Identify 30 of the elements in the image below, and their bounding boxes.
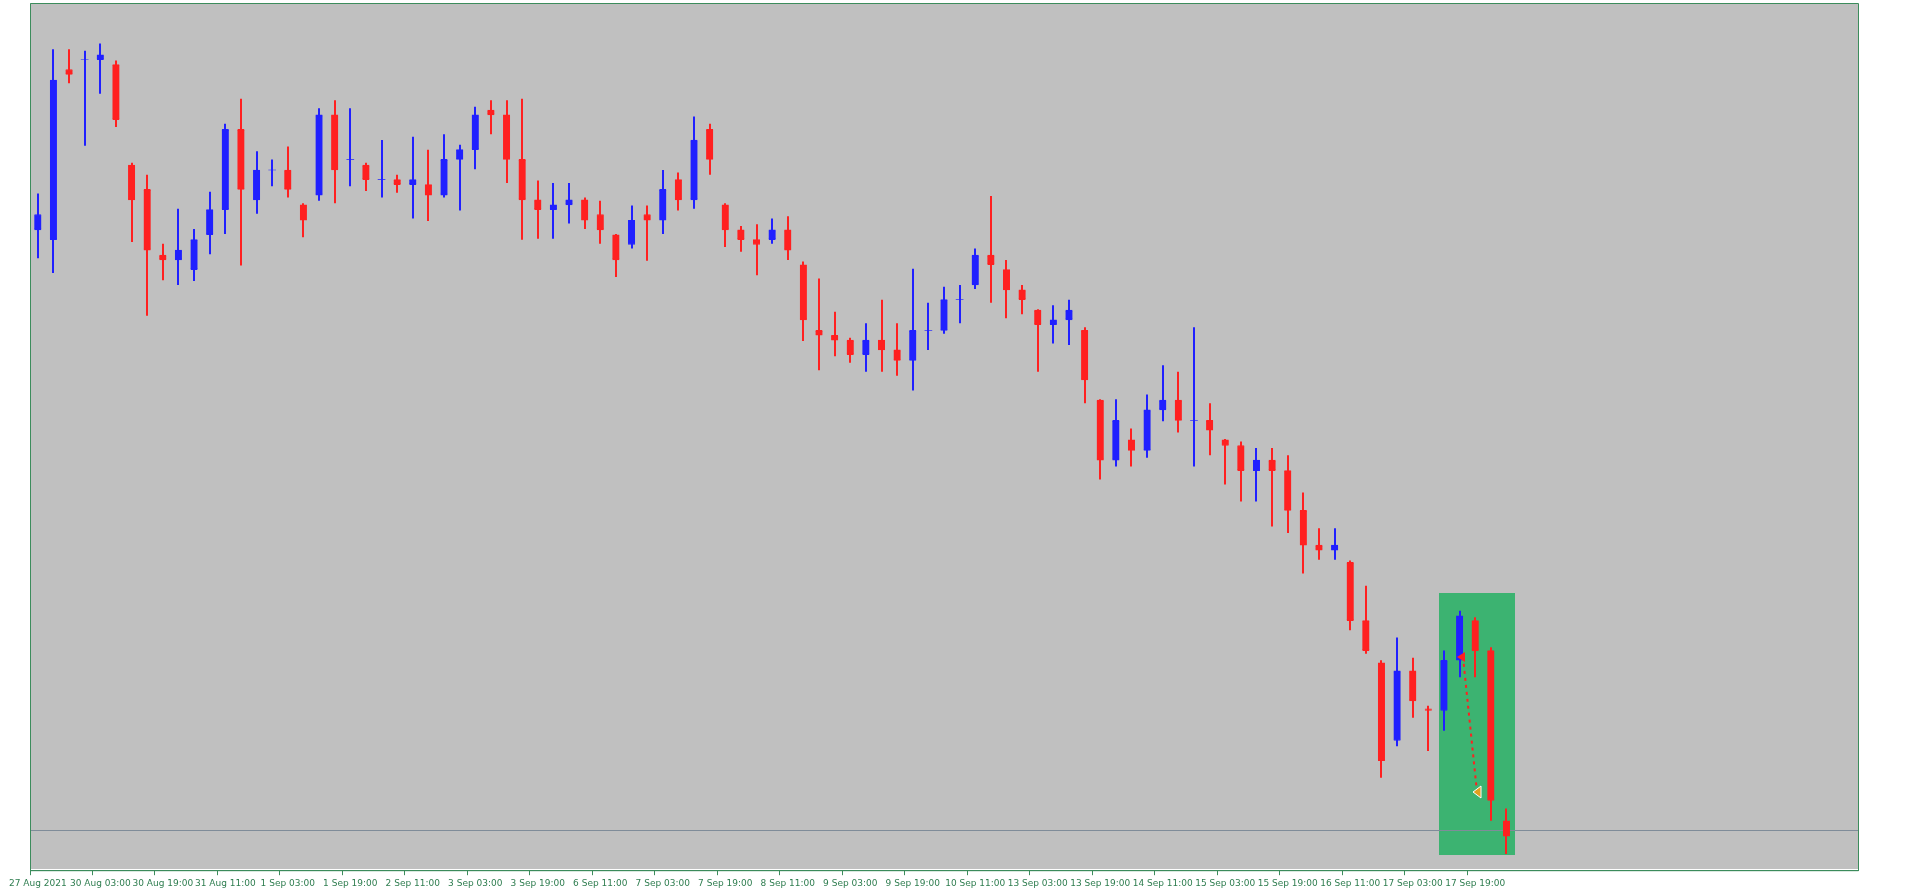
candlestick: [1190, 326, 1198, 468]
x-tick-label: 14 Sep 11:00: [1132, 877, 1194, 888]
x-tick-label: 6 Sep 11:00: [573, 877, 628, 888]
x-tick-label: 30 Aug 03:00: [69, 877, 131, 888]
x-tick-label: 9 Sep 19:00: [885, 877, 941, 888]
x-tick-label: 7 Sep 19:00: [698, 877, 753, 888]
x-tick-label: 7 Sep 03:00: [635, 877, 691, 888]
x-tick-label: 30 Aug 19:00: [132, 877, 194, 888]
x-tick-label: 31 Aug 11:00: [194, 877, 256, 888]
x-tick-label: 17 Sep 19:00: [1445, 877, 1506, 888]
x-tick-label: 2 Sep 11:00: [385, 877, 441, 888]
x-tick-label: 10 Sep 11:00: [945, 877, 1006, 888]
x-tick-label: 16 Sep 11:00: [1320, 877, 1381, 888]
x-tick-label: 8 Sep 11:00: [760, 877, 816, 888]
candlestick: [955, 284, 964, 325]
candlestick: [346, 107, 355, 188]
x-tick-label: 3 Sep 19:00: [510, 877, 566, 888]
x-tick-label: 15 Sep 03:00: [1195, 877, 1256, 888]
x-tick-label: 15 Sep 19:00: [1257, 877, 1319, 888]
x-tick-label: 1 Sep 19:00: [323, 877, 378, 888]
candlestick: [377, 138, 386, 199]
x-tick-label: 3 Sep 03:00: [448, 877, 503, 888]
x-tick-label: 9 Sep 03:00: [823, 877, 878, 888]
x-tick-label: 1 Sep 03:00: [260, 877, 316, 888]
candlestick: [924, 301, 933, 351]
candlestick: [80, 49, 89, 147]
x-tick-label: 13 Sep 19:00: [1070, 877, 1131, 888]
x-tick-label: 27 Aug 2021: [8, 877, 67, 888]
x-tick-label: 17 Sep 03:00: [1382, 877, 1444, 888]
x-tick-label: 13 Sep 03:00: [1007, 877, 1069, 888]
